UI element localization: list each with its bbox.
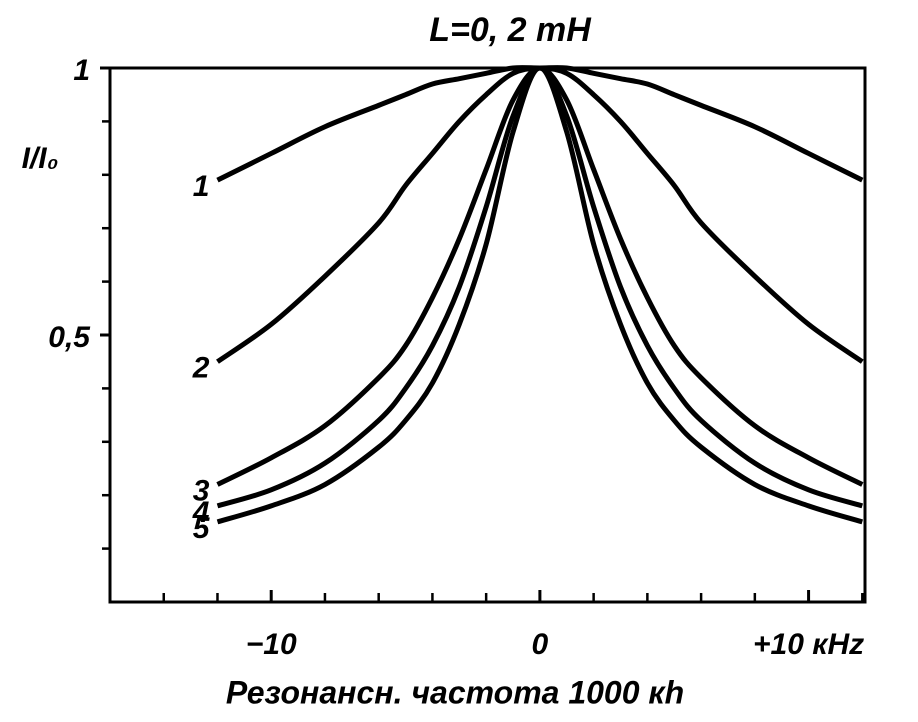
- x-tick-label: −10: [246, 628, 297, 661]
- curve-label: 3: [193, 474, 210, 507]
- y-tick-label: 1: [73, 54, 90, 87]
- x-tick-label: 0: [532, 628, 549, 661]
- curve: [216, 65, 864, 525]
- curve: [216, 65, 864, 183]
- y-tick-label: 0,5: [48, 321, 91, 354]
- curve-label: 1: [193, 170, 210, 203]
- curve-label: 2: [192, 352, 210, 385]
- curve: [216, 65, 864, 364]
- x-axis-label: Резонансн. частота 1000 кh: [226, 674, 684, 710]
- x-tick-label: +10 кHz: [753, 628, 864, 661]
- curve-label: 4: [192, 496, 210, 529]
- curve-label: 5: [193, 512, 211, 545]
- y-axis-label: I/I₀: [22, 142, 59, 175]
- chart-title: L=0, 2 mH: [429, 11, 592, 49]
